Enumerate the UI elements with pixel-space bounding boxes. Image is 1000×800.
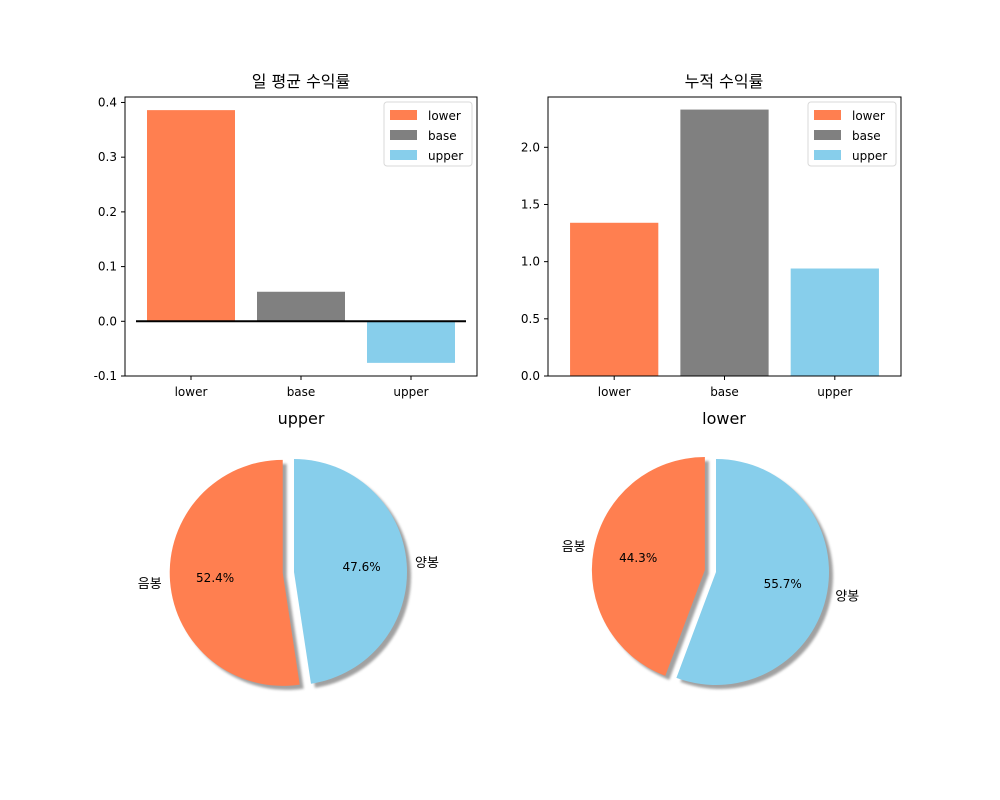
legend: lower base upper (383, 101, 473, 167)
legend-swatch-base (390, 130, 417, 140)
legend-label-base: base (852, 129, 881, 143)
pie-slice-bearish (169, 459, 300, 686)
y-tick-label: 0.4 (98, 95, 117, 109)
y-tick-label: 0.0 (98, 314, 117, 328)
chart-title: 누적 수익률 (685, 72, 764, 91)
legend-label-base: base (428, 129, 457, 143)
legend-swatch-lower (814, 110, 841, 120)
x-tick-label: lower (598, 385, 631, 399)
legend-swatch-upper (390, 150, 417, 160)
y-tick-label: 0.5 (521, 312, 540, 326)
pie-label: 음봉 (562, 540, 586, 555)
upper-pie-chart: upper 음봉 52.4% 양봉 47.6% (138, 409, 439, 690)
legend: lower base upper (807, 101, 897, 167)
plot-frame (124, 96, 478, 377)
bar-upper (790, 268, 879, 376)
pie-percent: 44.3% (619, 551, 657, 565)
pie-percent: 55.7% (764, 577, 802, 591)
legend-label-upper: upper (852, 149, 887, 163)
bar-upper (367, 321, 455, 363)
pie-percent: 52.4% (196, 571, 234, 585)
pie-slice-bullish (676, 459, 830, 685)
y-tick-label: 1.5 (521, 197, 540, 211)
y-tick-label: 0.1 (98, 260, 117, 274)
pie-label: 음봉 (138, 577, 162, 592)
x-tick-label: upper (817, 385, 852, 399)
x-tick-label: lower (175, 385, 208, 399)
y-tick-label: -0.1 (94, 369, 117, 383)
bar-lower (147, 110, 235, 322)
cumulative-return-chart: 누적 수익률 lower base upper 0.0 0.5 1.0 1.5 2.0 low… (521, 72, 902, 399)
legend-swatch-base (814, 130, 841, 140)
lower-pie-chart: lower 음봉 44.3% 양봉 55.7% (562, 409, 859, 689)
x-tick-label: upper (393, 385, 428, 399)
pie-percent: 47.6% (343, 560, 381, 574)
y-tick-label: 2.0 (521, 140, 540, 154)
chart-title: 일 평균 수익률 (252, 72, 351, 91)
x-tick-label: base (710, 385, 739, 399)
y-tick-label: 0.3 (98, 150, 117, 164)
bar-base (257, 291, 345, 322)
pie-slice-bearish (591, 456, 705, 676)
pie-label: 양봉 (415, 556, 439, 571)
x-tick-label: base (287, 385, 316, 399)
legend-swatch-lower (390, 110, 417, 120)
y-tick-label: 0.0 (521, 369, 540, 383)
daily-return-chart: 일 평균 수익률 lower base upper -0.1 0.0 0.1 0.2 0.3 0… (94, 72, 478, 399)
y-tick-label: 0.2 (98, 205, 117, 219)
pie-label: 양봉 (835, 590, 859, 605)
legend-label-lower: lower (428, 109, 461, 123)
plot-frame (547, 96, 902, 377)
pie-slice-bullish (294, 459, 407, 684)
bar-lower (570, 222, 659, 376)
legend-swatch-upper (814, 150, 841, 160)
y-tick-label: 1.0 (521, 255, 540, 269)
legend-label-lower: lower (852, 109, 885, 123)
bar-base (680, 109, 769, 376)
legend-label-upper: upper (428, 149, 463, 163)
chart-title: upper (278, 409, 325, 428)
chart-title: lower (702, 409, 746, 428)
